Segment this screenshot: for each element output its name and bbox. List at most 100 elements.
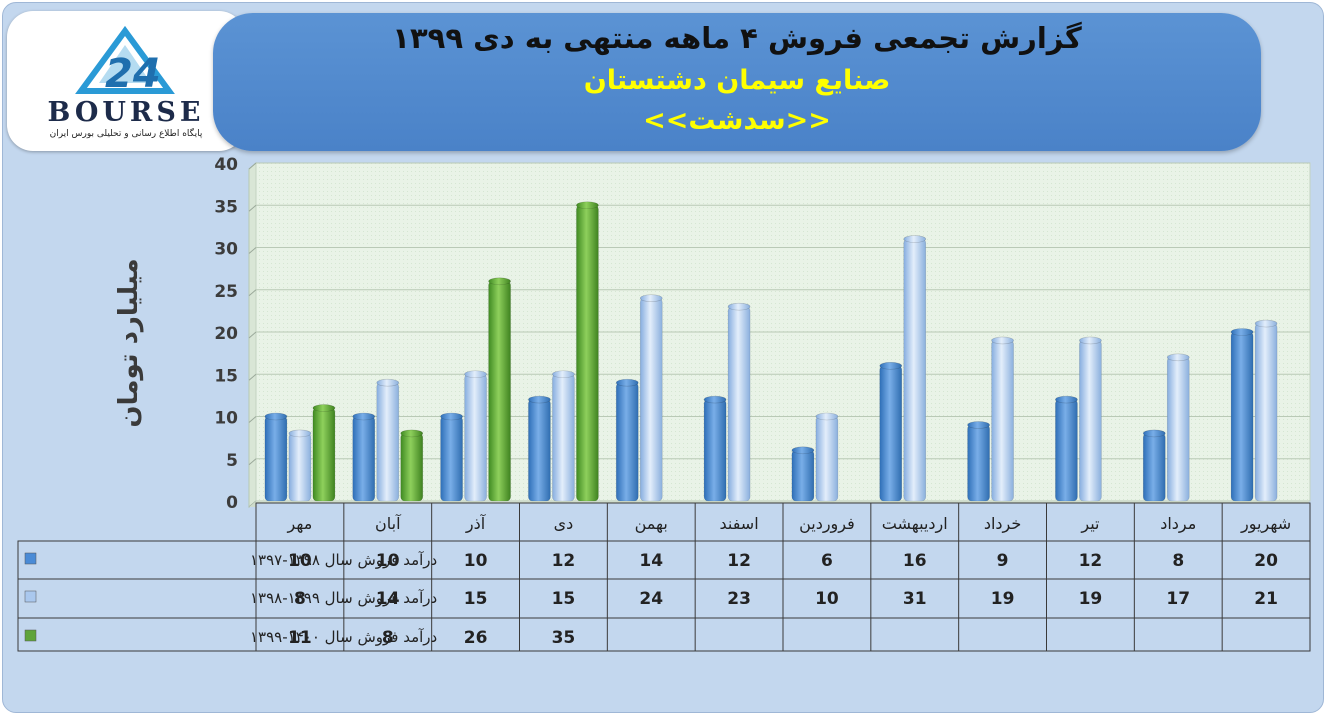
bar-cap	[815, 412, 839, 421]
y-tick-label: 40	[214, 155, 238, 175]
y-tick-label: 35	[214, 197, 238, 217]
bar	[1230, 331, 1254, 502]
data-label: 31	[903, 589, 927, 609]
gridline-side	[248, 458, 257, 466]
data-label: 8	[382, 628, 394, 648]
bar-cap	[352, 412, 376, 421]
data-label: 19	[991, 589, 1015, 609]
data-label: 9	[997, 551, 1009, 571]
data-label: 12	[552, 551, 576, 571]
bar-cap	[727, 302, 751, 311]
y-tick-label: 20	[214, 324, 238, 344]
bar-cap	[376, 378, 400, 387]
data-label: 35	[552, 628, 576, 648]
bar	[1254, 323, 1278, 502]
data-label: 19	[1079, 589, 1103, 609]
bar-cap	[400, 429, 424, 438]
gridline-side	[248, 247, 257, 254]
bar-cap	[879, 361, 903, 370]
gridline-side	[248, 373, 257, 381]
bar	[727, 306, 751, 502]
data-label: 6	[821, 551, 833, 571]
ticker-symbol: <<سدشت>>	[643, 105, 831, 136]
x-tick-label: مهر	[287, 514, 313, 534]
x-tick-label: اسفند	[719, 514, 758, 533]
bar	[791, 449, 815, 502]
bar-cap	[552, 370, 575, 379]
data-label: 10	[464, 551, 488, 571]
table-row	[17, 617, 1311, 652]
bar-cap	[488, 277, 511, 286]
x-tick-label: بهمن	[635, 514, 668, 534]
bar	[879, 365, 903, 502]
bar	[1055, 399, 1078, 502]
data-label: 12	[1079, 551, 1103, 571]
data-label: 17	[1166, 589, 1190, 609]
bar-cap	[1055, 395, 1078, 404]
x-tick-label: دی	[554, 514, 574, 533]
bar-cap	[903, 235, 927, 243]
bar	[903, 238, 927, 502]
bar	[528, 399, 551, 502]
bar	[1079, 340, 1102, 502]
data-label: 10	[288, 551, 312, 571]
x-tick-label: اردیبهشت	[882, 514, 948, 534]
bar-cap	[264, 412, 288, 421]
legend-swatch	[24, 552, 37, 565]
y-tick-label: 30	[214, 240, 238, 260]
bar	[576, 204, 599, 502]
x-tick-label: مرداد	[1160, 514, 1196, 534]
bar-cap	[991, 336, 1014, 345]
y-tick-label: 10	[214, 409, 238, 429]
x-tick-label: تیر	[1080, 514, 1099, 534]
bar-cap	[703, 395, 727, 404]
bar-cap	[576, 201, 599, 210]
legend-label: درآمد فروش سال ۱۴۰۰-۱۳۹۹	[250, 628, 437, 646]
y-axis-label: میلیارد تومان	[114, 258, 144, 427]
logo-text: BOURSE	[47, 97, 205, 128]
data-label: 15	[464, 589, 488, 609]
bar	[815, 416, 839, 502]
gridline-side	[248, 289, 257, 297]
bar	[264, 416, 288, 502]
x-tick-label: شهریور	[1240, 514, 1291, 534]
logo-subtitle: پایگاه اطلاع رسانی و تحلیلی بورس ایران	[49, 129, 203, 139]
legend-swatch	[24, 629, 37, 642]
bar	[376, 382, 400, 502]
x-tick-label: آذر	[465, 514, 487, 534]
y-tick-label: 25	[214, 282, 238, 302]
gridline-side	[248, 162, 257, 170]
data-label: 10	[815, 589, 839, 609]
data-label: 12	[727, 551, 751, 571]
bar-cap	[528, 395, 551, 404]
company-name: صنایع سیمان دشتستان	[583, 65, 891, 96]
bar-cap	[1166, 353, 1190, 362]
y-tick-label: 0	[226, 493, 238, 513]
data-label: 14	[376, 589, 400, 609]
bar	[991, 340, 1014, 502]
bar-cap	[1079, 336, 1102, 345]
bar	[440, 416, 463, 502]
data-label: 23	[727, 589, 751, 609]
bar	[703, 399, 727, 502]
legend-label: درآمد فروش سال ۱۳۹۹-۱۳۹۸	[250, 589, 437, 607]
bar	[552, 373, 575, 502]
bar	[1166, 357, 1190, 502]
data-label: 16	[903, 551, 927, 571]
bar-cap	[1230, 328, 1254, 336]
bar	[464, 373, 487, 502]
bourse24-logo: 24 BOURSE پایگاه اطلاع رسانی و تحلیلی بو…	[7, 11, 245, 151]
data-label: 21	[1254, 589, 1278, 609]
bar-cap	[791, 446, 815, 455]
bar	[288, 433, 312, 502]
bar	[615, 382, 639, 502]
gridline-side	[248, 204, 257, 212]
y-tick-label: 5	[226, 451, 238, 471]
bar-cap	[1254, 319, 1278, 328]
bar-cap	[288, 429, 312, 438]
bar	[352, 416, 376, 502]
bar-cap	[312, 404, 336, 412]
logo-mark-icon: 24	[75, 25, 175, 97]
bar-cap	[1142, 429, 1166, 438]
